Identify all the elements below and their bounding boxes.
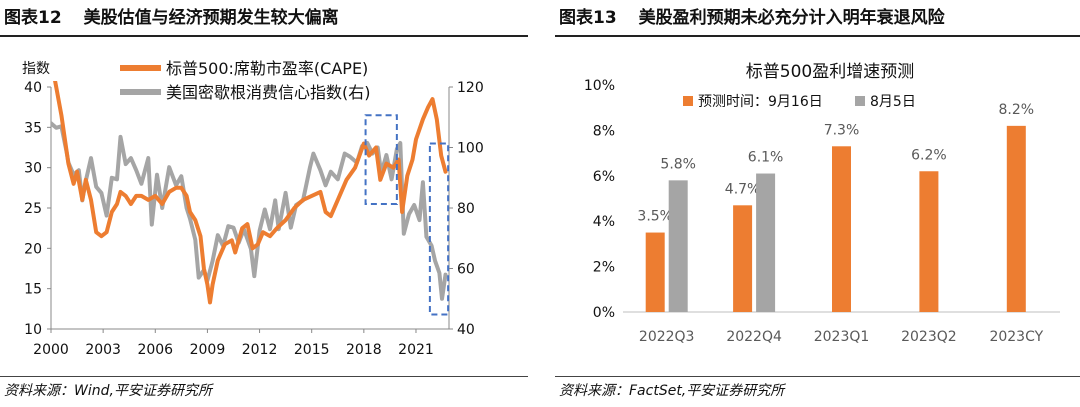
x-category-label: 2022Q3 [639, 329, 695, 345]
data-label-sep16-2023CY: 8.2% [999, 102, 1035, 118]
y-tick-label: 8% [593, 123, 615, 139]
legend-swatch-aug5 [855, 96, 865, 106]
left-figure-panel: 图表12 美股估值与经济预期发生较大偏离 40 35 30 25 20 15 10 120 100… [0, 0, 528, 407]
earnings-growth-bar-chart: 标普500盈利增速预测 10% 8% 6% 4% 2% 0% 2022Q3 3.5% 5.8% 20… [584, 62, 1060, 345]
x-tick-label: 2009 [190, 342, 226, 358]
x-tick-label: 2018 [346, 342, 382, 358]
y-tick-label: 6% [593, 169, 615, 185]
y-left-tick-label: 20 [24, 241, 42, 257]
right-figure-tag: 图表13 [559, 8, 617, 28]
data-label-sep16-2023Q2: 6.2% [911, 147, 947, 163]
data-label-sep16-2022Q4: 4.7% [725, 181, 761, 197]
x-category-label: 2023Q2 [901, 329, 957, 345]
highlight-box-1 [364, 114, 398, 205]
y-right-tick-label: 40 [457, 322, 475, 338]
right-source-note: 资料来源：FactSet,平安证券研究所 [559, 383, 785, 399]
right-source-rule [555, 376, 1080, 377]
cape-series-line [53, 81, 448, 305]
bar-chart-title: 标普500盈利增速预测 [746, 62, 914, 82]
y-left-tick-label: 40 [24, 80, 42, 96]
right-figure-heading: 图表13 美股盈利预期未必充分计入明年衰退风险 [559, 6, 945, 30]
y-tick-label: 2% [593, 260, 615, 276]
data-label-sep16-2023Q1: 7.3% [824, 122, 860, 138]
bar-aug5-2022Q4 [756, 173, 776, 312]
bar-sep16-2023Q2 [919, 171, 939, 312]
x-tick-label: 2000 [33, 342, 69, 358]
left-source-note: 资料来源：Wind,平安证券研究所 [4, 383, 212, 399]
left-figure-heading: 图表12 美股估值与经济预期发生较大偏离 [4, 6, 339, 30]
data-label-aug5-2022Q3: 5.8% [660, 156, 696, 172]
x-category-label: 2023Q1 [814, 329, 870, 345]
y-left-tick-label: 25 [24, 201, 42, 217]
legend-label-aug5: 8月5日 [870, 94, 916, 110]
bar-sep16-2022Q4 [733, 205, 753, 312]
y-left-tick-label: 30 [24, 161, 42, 177]
highlight-box-2 [428, 142, 450, 316]
y-tick-label: 10% [584, 78, 615, 94]
legend-label-cape: 标普500:席勒市盈率(CAPE) [166, 59, 368, 78]
bar-sep16-2023Q1 [832, 146, 851, 312]
y-left-axis-label: 指数 [22, 61, 50, 77]
right-title-rule [555, 35, 1080, 37]
y-left-tick-label: 35 [24, 120, 42, 136]
y-left-tick-label: 15 [24, 282, 42, 298]
data-label-aug5-2022Q4: 6.1% [748, 150, 784, 166]
bar-aug5-2022Q3 [668, 180, 688, 312]
legend-label-sentiment: 美国密歇根消费信心指数(右) [166, 83, 371, 102]
x-tick-label: 2003 [85, 342, 121, 358]
bar-sep16-2023CY [1006, 125, 1026, 312]
legend-label-sep16: 预测时间：9月16日 [698, 94, 823, 110]
sentiment-series-line [51, 121, 448, 301]
y-tick-label: 0% [593, 305, 615, 321]
x-tick-label: 2012 [242, 342, 278, 358]
right-figure-panel: 图表13 美股盈利预期未必充分计入明年衰退风险 标普500盈利增速预测 10% 8% 6… [555, 0, 1080, 407]
y-left-tick-label: 10 [24, 322, 42, 338]
left-source-rule [0, 376, 528, 377]
x-category-label: 2023CY [989, 329, 1043, 345]
data-label-sep16-2022Q3: 3.5% [637, 209, 673, 225]
x-category-label: 2022Q4 [726, 329, 782, 345]
legend-swatch-sep16 [683, 96, 693, 106]
right-figure-title: 美股盈利预期未必充分计入明年衰退风险 [638, 8, 945, 28]
bar-sep16-2022Q3 [645, 232, 665, 312]
x-tick-label: 2006 [137, 342, 173, 358]
left-figure-tag: 图表12 [4, 8, 62, 28]
y-right-tick-label: 60 [457, 262, 475, 278]
y-tick-label: 4% [593, 214, 615, 230]
x-tick-label: 2015 [294, 342, 330, 358]
left-figure-title: 美股估值与经济预期发生较大偏离 [83, 8, 339, 28]
left-title-rule [0, 35, 528, 37]
y-right-tick-label: 80 [457, 201, 475, 217]
y-right-tick-label: 120 [457, 80, 484, 96]
x-tick-label: 2021 [398, 342, 434, 358]
y-right-tick-label: 100 [457, 141, 484, 157]
